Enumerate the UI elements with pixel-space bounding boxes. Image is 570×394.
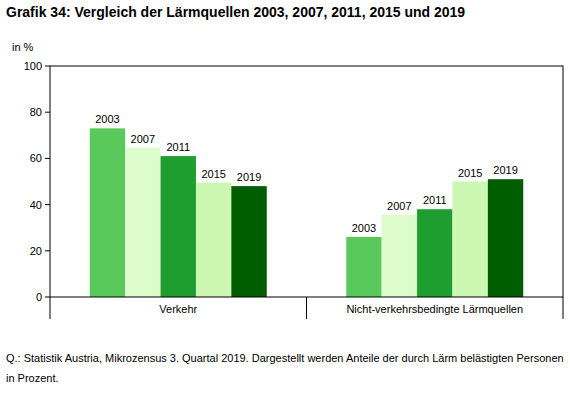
series-label: 2011 — [166, 141, 190, 153]
series-label: 2015 — [458, 167, 482, 179]
y-tick-label: 100 — [24, 60, 42, 72]
bar — [125, 148, 160, 297]
bar — [231, 186, 266, 297]
x-separator — [50, 297, 51, 319]
y-tick-label: 40 — [30, 199, 42, 211]
y-tick-label: 80 — [30, 106, 42, 118]
x-separator — [563, 297, 564, 319]
y-axis-label: in % — [12, 41, 34, 53]
bar — [346, 237, 381, 297]
y-tick-label: 20 — [30, 245, 42, 257]
bars — [90, 128, 523, 297]
plot-frame — [50, 66, 563, 297]
y-tick-label: 60 — [30, 152, 42, 164]
series-label: 2011 — [423, 194, 447, 206]
title: Grafik 34: Vergleich der Lärmquellen 200… — [6, 4, 465, 20]
y-tick — [45, 250, 50, 251]
bar — [452, 182, 487, 298]
series-label: 2019 — [237, 171, 261, 183]
y-tick — [45, 112, 50, 113]
y-tick — [45, 158, 50, 159]
series-label: 2007 — [131, 133, 155, 145]
bar — [382, 215, 417, 297]
chart: in % 0 20 40 60 80 100 2003 2007 2011 2015 2019 2003… — [0, 0, 570, 345]
bar — [488, 179, 523, 297]
bar — [196, 183, 231, 297]
y-tick — [45, 66, 50, 67]
y-tick — [45, 297, 50, 298]
x-tick-label: Verkehr — [159, 303, 197, 315]
y-tick-label: 0 — [36, 291, 42, 303]
bar — [417, 209, 452, 297]
bar — [90, 128, 125, 297]
x-separator — [306, 297, 307, 319]
series-label: 2003 — [352, 222, 376, 234]
series-label: 2019 — [493, 164, 517, 176]
note: Q.: Statistik Austria, Mikrozensus 3. Qu… — [6, 348, 566, 388]
bar — [161, 156, 196, 297]
series-label: 2003 — [95, 113, 119, 125]
x-tick-label: Nicht-verkehrsbedingte Lärmquellen — [346, 303, 523, 315]
series-label: 2007 — [387, 200, 411, 212]
y-tick — [45, 204, 50, 205]
series-label: 2015 — [201, 168, 225, 180]
